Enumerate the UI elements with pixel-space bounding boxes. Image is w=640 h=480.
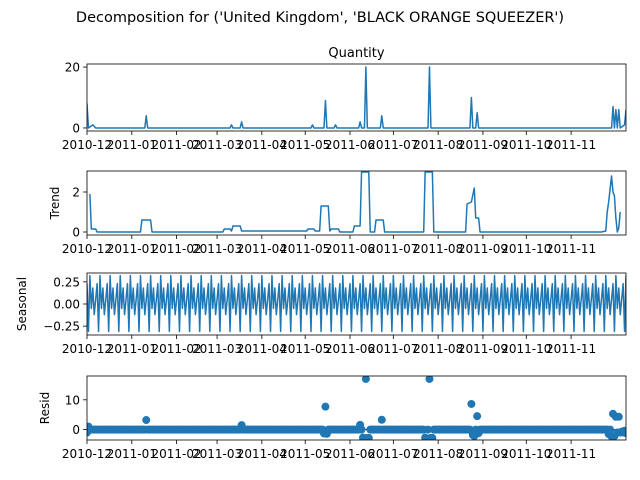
x-tick-label: 2010-12 (62, 138, 112, 152)
figure-title: Decomposition for ('United Kingdom', 'BL… (76, 10, 564, 26)
resid-point (424, 425, 433, 434)
x-tick-label: 2011-08 (413, 138, 463, 152)
x-tick-label: 2011-04 (237, 242, 287, 256)
y-tick-label: −0.25 (43, 320, 80, 334)
y-tick-label: 20 (65, 61, 80, 75)
x-tick-label: 2011-09 (458, 447, 508, 461)
x-tick-label: 2011-05 (280, 342, 330, 356)
x-tick-label: 2011-07 (368, 138, 418, 152)
y-tick-label: 10 (65, 393, 80, 407)
resid-point (606, 425, 615, 434)
series-line (87, 66, 626, 129)
x-tick-label: 2011-11 (546, 242, 596, 256)
y-axis-label: Resid (38, 392, 52, 424)
x-tick-label: 2011-03 (192, 342, 242, 356)
axes-frame (86, 272, 627, 336)
x-tick-label: 2011-05 (280, 242, 330, 256)
x-tick-label: 2011-08 (413, 447, 463, 461)
x-tick-label: 2011-06 (325, 242, 375, 256)
y-tick-label: 0.00 (53, 298, 80, 312)
y-tick-label: 0.25 (53, 275, 80, 289)
resid-point (428, 433, 437, 440)
y-tick-label: 2 (72, 186, 80, 200)
panels: Quantity0202010-122011-012011-022011-032… (15, 46, 627, 461)
x-tick-label: 2011-05 (280, 138, 330, 152)
x-tick-label: 2011-02 (152, 242, 202, 256)
x-tick-label: 2011-11 (546, 342, 596, 356)
resid-point (473, 412, 482, 421)
resid-point (622, 429, 626, 438)
resid-point (321, 402, 330, 411)
x-tick-label: 2010-12 (62, 447, 112, 461)
x-tick-label: 2011-01 (107, 138, 157, 152)
x-tick-label: 2011-10 (501, 342, 551, 356)
resid-point (361, 376, 370, 383)
x-tick-label: 2011-10 (501, 447, 551, 461)
x-tick-label: 2010-12 (62, 242, 112, 256)
panel-2: Trend022010-122011-012011-022011-032011-… (48, 170, 627, 256)
y-axis-label: Trend (48, 187, 62, 221)
resid-point (425, 376, 434, 383)
panel-4: Resid0102010-122011-012011-022011-032011… (38, 375, 627, 461)
x-tick-label: 2011-08 (413, 342, 463, 356)
resid-point (142, 416, 151, 425)
axes-frame (86, 63, 627, 132)
x-tick-label: 2011-02 (152, 138, 202, 152)
resid-point (357, 425, 366, 434)
x-tick-label: 2011-07 (368, 447, 418, 461)
x-tick-label: 2011-07 (368, 342, 418, 356)
x-tick-label: 2011-10 (501, 138, 551, 152)
x-tick-label: 2011-11 (546, 138, 596, 152)
y-axis-label: Seasonal (15, 277, 29, 331)
y-tick-label: 0 (72, 121, 80, 135)
panel-title: Quantity (328, 46, 384, 61)
x-tick-label: 2011-11 (546, 447, 596, 461)
series-line (87, 274, 626, 333)
axes-frame (86, 170, 627, 236)
y-tick-label: 0 (72, 226, 80, 240)
x-tick-label: 2010-12 (62, 342, 112, 356)
x-tick-label: 2011-07 (368, 242, 418, 256)
resid-point (364, 433, 373, 440)
x-tick-label: 2011-04 (237, 138, 287, 152)
x-tick-label: 2011-09 (458, 242, 508, 256)
panel-3: Seasonal −0.250.000.252010-122011-012011-… (15, 272, 627, 356)
x-tick-label: 2011-03 (192, 447, 242, 461)
resid-point (377, 415, 386, 424)
x-tick-label: 2011-06 (325, 342, 375, 356)
x-tick-label: 2011-04 (237, 447, 287, 461)
x-tick-label: 2011-06 (325, 447, 375, 461)
x-tick-label: 2011-02 (152, 447, 202, 461)
resid-point (614, 412, 623, 421)
x-tick-label: 2011-03 (192, 138, 242, 152)
x-tick-label: 2011-10 (501, 242, 551, 256)
x-tick-label: 2011-02 (152, 342, 202, 356)
x-tick-label: 2011-04 (237, 342, 287, 356)
x-tick-label: 2011-01 (107, 242, 157, 256)
y-tick-label: 0 (72, 423, 80, 437)
x-tick-label: 2011-05 (280, 447, 330, 461)
x-tick-label: 2011-09 (458, 138, 508, 152)
axes-frame (86, 375, 627, 441)
resid-point (467, 399, 476, 408)
x-tick-label: 2011-01 (107, 447, 157, 461)
x-tick-label: 2011-03 (192, 242, 242, 256)
series-line (89, 171, 621, 233)
panel-1: Quantity0202010-122011-012011-022011-032… (62, 46, 627, 152)
x-tick-label: 2011-06 (325, 138, 375, 152)
x-tick-label: 2011-09 (458, 342, 508, 356)
x-tick-label: 2011-08 (413, 242, 463, 256)
x-tick-label: 2011-01 (107, 342, 157, 356)
